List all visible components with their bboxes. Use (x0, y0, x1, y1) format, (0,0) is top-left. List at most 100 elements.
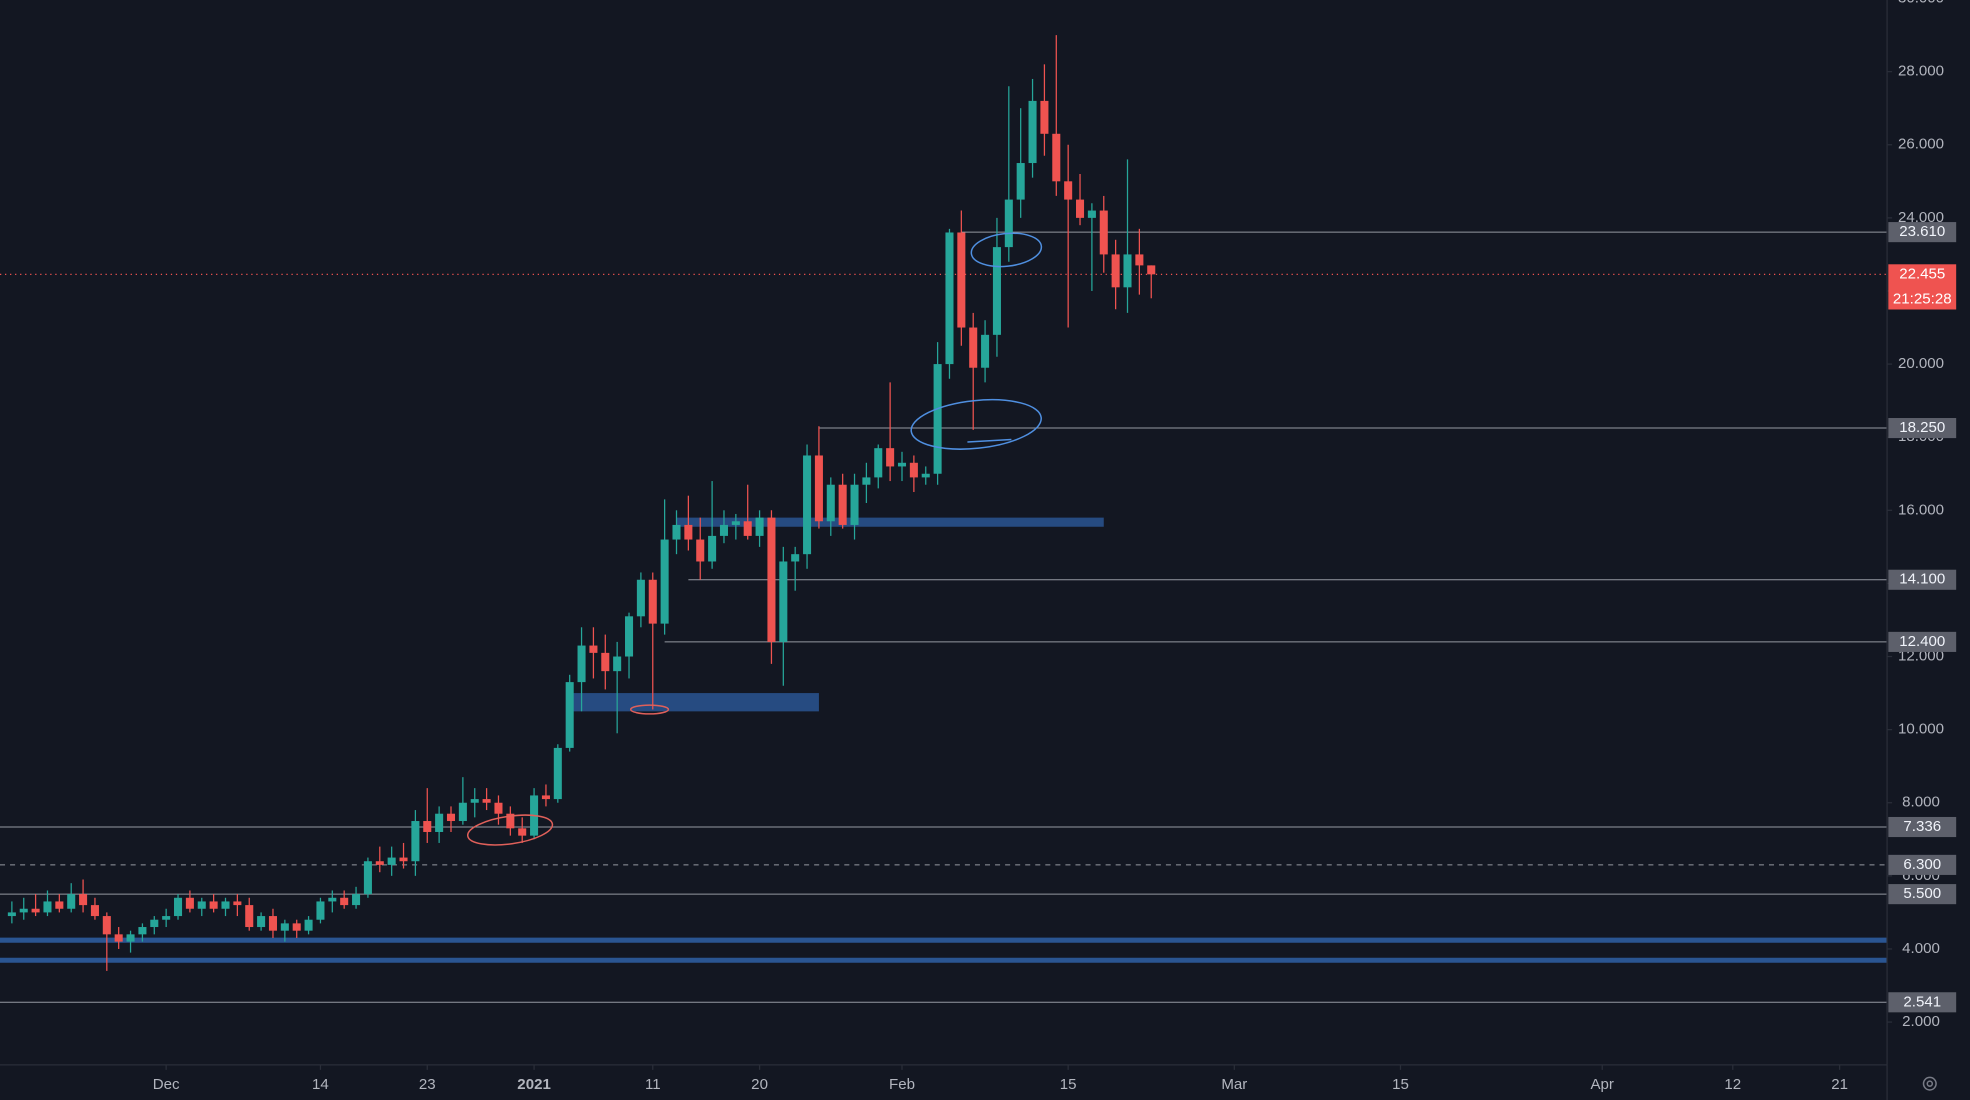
candle-body (423, 821, 432, 832)
candle-body (1087, 210, 1096, 218)
candle-body (814, 455, 823, 522)
candle-body (577, 645, 586, 683)
level-label: 18.250 (1899, 419, 1945, 436)
candle-body (696, 539, 705, 562)
candle-body (150, 919, 159, 928)
candle-body (1052, 133, 1061, 182)
level-tag (1888, 222, 1957, 243)
candle-body (826, 484, 835, 522)
gear-ring (1922, 1076, 1937, 1091)
candle-body (363, 861, 372, 895)
candle-body (992, 247, 1001, 335)
level-label: 12.400 (1899, 633, 1945, 650)
last-price-tag (1888, 264, 1957, 310)
level-tag (1888, 884, 1957, 905)
y-tick-label: 4.000 (1902, 940, 1940, 957)
candle-body (328, 897, 337, 902)
candle-body (518, 828, 527, 836)
candle-body (886, 448, 895, 467)
candle-body (660, 539, 669, 624)
level-label: 7.336 (1903, 818, 1941, 835)
annotation-ellipse (910, 398, 1042, 450)
candle-body (387, 857, 396, 865)
candle-body (375, 861, 384, 865)
zones (0, 517, 1888, 963)
candle-body (435, 813, 444, 832)
candle-body (126, 934, 135, 942)
candle-body (245, 905, 254, 928)
settings-icon[interactable] (1922, 1076, 1937, 1091)
y-tick-label: 30.000 (1898, 0, 1944, 7)
candle-body (779, 561, 788, 642)
y-tick-label: 2.000 (1902, 1013, 1940, 1030)
candle-body (933, 364, 942, 474)
candle-body (292, 923, 301, 931)
candle-body (411, 821, 420, 862)
candle-body (221, 901, 230, 909)
gear-hub (1926, 1080, 1934, 1087)
candle-body (316, 901, 325, 920)
candle-body (399, 857, 408, 862)
candle-body (90, 905, 99, 917)
candle-body (684, 524, 693, 540)
candle-body (625, 616, 634, 657)
candle-body (565, 682, 574, 748)
level-tag (1888, 992, 1957, 1013)
candle-body (79, 894, 88, 906)
annotation-stroke (967, 438, 1012, 443)
level-label: 2.541 (1903, 993, 1941, 1010)
price-tags: 23.610 18.250 14.100 12.400 7.336 6.300 5.500 2… (1888, 222, 1957, 1013)
candle-body (1111, 254, 1120, 288)
candle-body (352, 894, 361, 906)
level-tag (1888, 418, 1957, 439)
annotation-ellipse (629, 704, 670, 715)
level-label: 6.300 (1903, 856, 1941, 873)
candle-body (672, 524, 681, 540)
candle-body (1016, 163, 1025, 200)
candle-body (185, 897, 194, 909)
candle-body (1135, 254, 1144, 266)
candle-body (458, 802, 467, 822)
candle-body (874, 448, 883, 478)
y-tick-label: 8.000 (1902, 794, 1940, 811)
candle-body (1123, 254, 1132, 288)
y-tick-label: 26.000 (1898, 136, 1944, 153)
x-tick-label: 15 (1392, 1076, 1409, 1093)
candle-body (494, 802, 503, 814)
drawings (466, 232, 1043, 846)
candle-body (1040, 100, 1049, 134)
candle-body (553, 747, 562, 800)
level-tag (1888, 854, 1957, 875)
candle-body (268, 916, 277, 931)
last-price-label: 22.455 (1899, 265, 1945, 282)
candle-body (708, 535, 717, 562)
candle-body (541, 795, 550, 800)
candle-body (719, 524, 728, 536)
x-tick-label: 21 (1831, 1076, 1848, 1093)
candle-body (636, 579, 645, 617)
level-label: 14.100 (1899, 571, 1945, 588)
candle-body (1147, 265, 1156, 275)
candle-body (43, 901, 52, 913)
x-tick-label: 2021 (517, 1076, 551, 1093)
candle-body (257, 916, 266, 928)
candle-body (1099, 210, 1108, 255)
levels (0, 231, 1888, 1003)
y-tick-label: 28.000 (1898, 63, 1944, 80)
candle-body (19, 908, 28, 913)
level-tag (1888, 631, 1957, 652)
candle-body (731, 521, 740, 525)
candle-body (1076, 199, 1085, 218)
candle-body (102, 916, 111, 935)
candle-body (174, 897, 183, 917)
x-tick-label: Apr (1591, 1076, 1614, 1093)
candle-body (506, 813, 515, 829)
x-tick-label: Feb (889, 1076, 915, 1093)
zone (676, 517, 1104, 527)
candle-body (803, 455, 812, 555)
candle-body (31, 908, 40, 913)
candle-body (838, 484, 847, 525)
candle-body (909, 462, 918, 478)
candle-body (743, 521, 752, 536)
